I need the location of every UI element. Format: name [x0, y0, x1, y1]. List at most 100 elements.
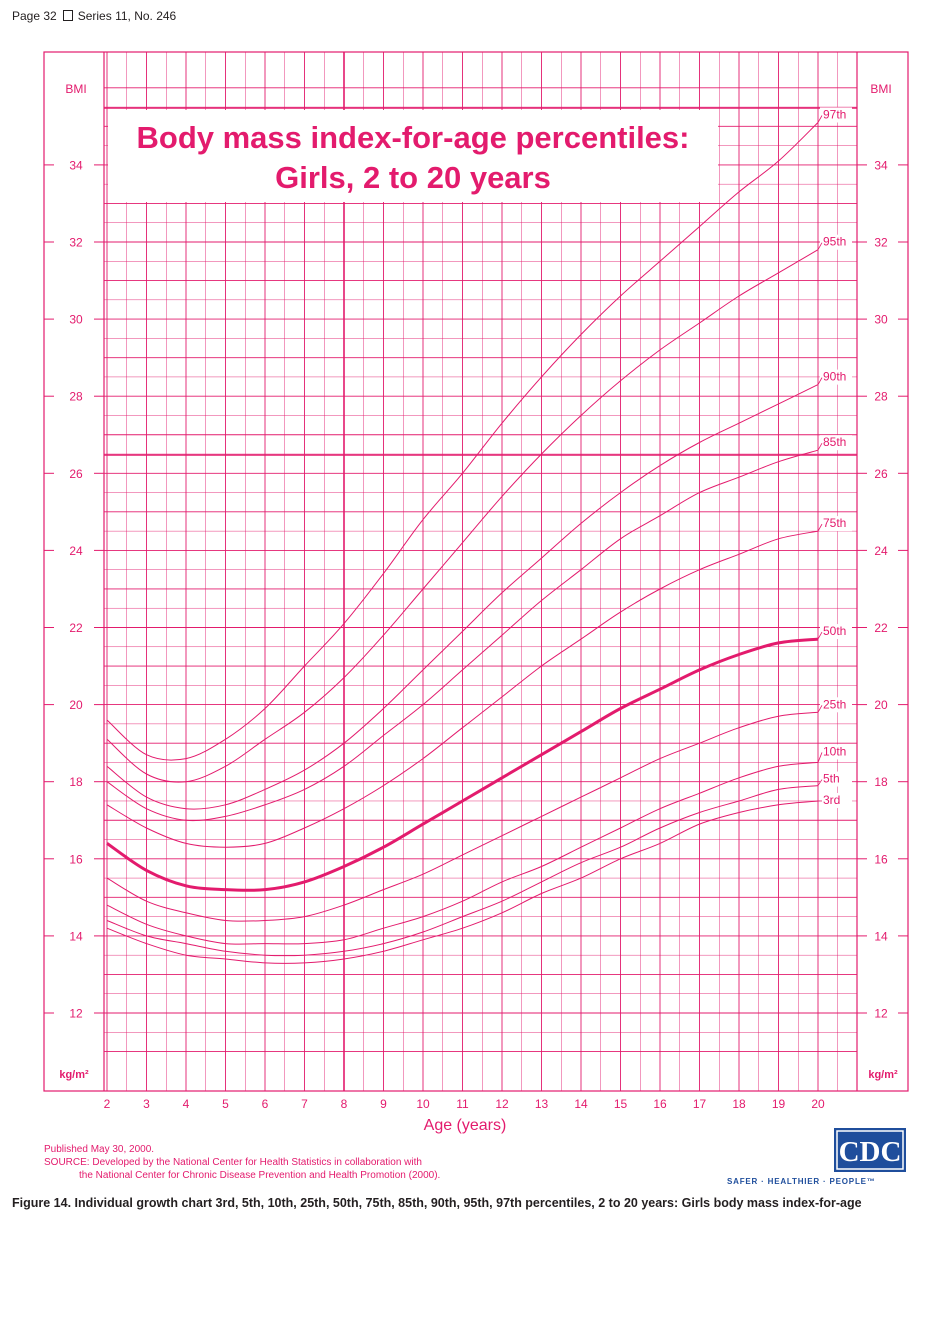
label-leader-90th	[817, 377, 823, 385]
series-label-10th: 10th	[823, 744, 846, 758]
chart-axes: 12 12 14 14 16 16 18 18 20 20 22 22 24 24 26 26 28 28 30 30…	[44, 82, 908, 1111]
chart-title-box: Body mass index-for-age percentiles: Gir…	[108, 110, 718, 202]
y-tick-right-label: 16	[874, 852, 888, 866]
bmi-chart: Body mass index-for-age percentiles: Gir…	[43, 51, 909, 1134]
cdc-logo-text: CDC	[839, 1136, 902, 1168]
y-tick-left-label: 32	[69, 236, 83, 250]
series-label-75th: 75th	[823, 516, 846, 530]
curve-10th	[106, 761, 819, 945]
series-label-5th: 5th	[823, 772, 840, 786]
y-tick-left-label: 30	[69, 313, 83, 327]
label-bg-25th	[820, 697, 852, 713]
label-leader-75th	[817, 523, 823, 532]
label-bg-85th	[820, 435, 852, 451]
x-tick-label: 13	[535, 1097, 549, 1111]
separator-box-icon	[62, 10, 73, 21]
source-line-2: the National Center for Chronic Disease …	[79, 1170, 441, 1181]
y-tick-left-label: 20	[69, 698, 83, 712]
x-tick-label: 10	[416, 1097, 430, 1111]
x-tick-label: 6	[262, 1097, 269, 1111]
y-tick-right-label: 22	[874, 621, 888, 635]
y-tick-right-label: 28	[874, 390, 888, 404]
chart-frame	[43, 51, 909, 1092]
chart-title-line1: Body mass index-for-age percentiles:	[137, 120, 690, 155]
y-tick-right-label: 30	[874, 313, 888, 327]
curve-25th	[106, 711, 819, 922]
label-bg-5th	[820, 771, 852, 787]
y-axis-title-right: BMI	[870, 82, 891, 96]
y-tick-right-label: 20	[874, 698, 888, 712]
y-tick-right-label: 26	[874, 467, 888, 481]
chart-footer: Published May 30, 2000. SOURCE: Develope…	[44, 1143, 440, 1182]
series-label-50th: 50th	[823, 624, 846, 638]
label-leader-25th	[817, 705, 823, 713]
y-axis-unit-left: kg/m²	[59, 1069, 89, 1081]
x-tick-label: 4	[183, 1097, 190, 1111]
y-tick-right-label: 12	[874, 1007, 888, 1021]
curve-5th	[106, 785, 819, 957]
outer-frame	[43, 51, 909, 1092]
percentile-curves: 97th 95th 90th 85th 75th 50th 25th 10th 5th 3rd	[106, 107, 852, 964]
curve-75th	[106, 530, 819, 848]
label-leader-5th	[817, 779, 823, 786]
figure-caption: Figure 14. Individual growth chart 3rd, …	[12, 1196, 862, 1210]
label-bg-95th	[820, 234, 852, 250]
y-tick-left-label: 28	[69, 390, 83, 404]
chart-title-line2: Girls, 2 to 20 years	[275, 160, 551, 195]
published-date: Published May 30, 2000.	[44, 1144, 155, 1155]
y-axis-title-left: BMI	[65, 82, 86, 96]
curve-3rd	[106, 800, 819, 964]
x-tick-label: 5	[222, 1097, 229, 1111]
label-bg-10th	[820, 744, 852, 760]
x-tick-label: 8	[341, 1097, 348, 1111]
y-tick-right-label: 18	[874, 775, 888, 789]
x-tick-label: 18	[732, 1097, 746, 1111]
source-line-1: SOURCE: Developed by the National Center…	[44, 1156, 440, 1169]
label-leader-50th	[817, 631, 823, 640]
y-tick-left-label: 18	[69, 775, 83, 789]
title-background	[108, 110, 718, 202]
label-bg-90th	[820, 369, 852, 385]
y-tick-left-label: 14	[69, 929, 83, 943]
x-axis-label: Age (years)	[424, 1117, 507, 1134]
series-label-97th: 97th	[823, 107, 846, 121]
page-number: Page 32	[12, 9, 57, 23]
x-tick-label: 3	[143, 1097, 150, 1111]
label-bg-75th	[820, 516, 852, 532]
page-header: Page 32 Series 11, No. 246	[12, 9, 176, 23]
y-tick-right-label: 34	[874, 158, 888, 172]
series-label: Series 11, No. 246	[77, 9, 177, 23]
curve-97th	[106, 122, 819, 761]
x-tick-label: 19	[772, 1097, 786, 1111]
x-tick-label: 12	[495, 1097, 509, 1111]
y-tick-right-label: 32	[874, 236, 888, 250]
y-tick-right-label: 24	[874, 544, 888, 558]
y-tick-right-label: 14	[874, 929, 888, 943]
source-text-1: Developed by the National Center for Hea…	[92, 1157, 422, 1168]
y-tick-left-label: 12	[69, 1007, 83, 1021]
label-bg-97th	[820, 107, 852, 123]
curve-90th	[106, 384, 819, 810]
source-prefix: SOURCE:	[44, 1157, 90, 1168]
x-tick-label: 11	[456, 1097, 469, 1111]
x-tick-label: 7	[301, 1097, 308, 1111]
label-leader-10th	[817, 752, 823, 763]
series-label-85th: 85th	[823, 435, 846, 449]
label-bg-50th	[820, 624, 852, 640]
x-tick-label: 14	[574, 1097, 588, 1111]
x-tick-label: 20	[811, 1097, 825, 1111]
y-tick-left-label: 34	[69, 158, 83, 172]
x-tick-label: 15	[614, 1097, 628, 1111]
x-tick-label: 17	[693, 1097, 707, 1111]
series-label-25th: 25th	[823, 697, 846, 711]
x-tick-label: 9	[380, 1097, 387, 1111]
chart-grid	[104, 52, 857, 1091]
y-tick-left-label: 24	[69, 544, 83, 558]
y-axis-unit-right: kg/m²	[868, 1069, 898, 1081]
cdc-tagline: SAFER · HEALTHIER · PEOPLE™	[727, 1177, 876, 1186]
x-tick-label: 16	[653, 1097, 667, 1111]
y-tick-left-label: 22	[69, 621, 83, 635]
curve-85th	[106, 449, 819, 822]
curve-50th	[106, 637, 819, 892]
y-tick-left-label: 26	[69, 467, 83, 481]
